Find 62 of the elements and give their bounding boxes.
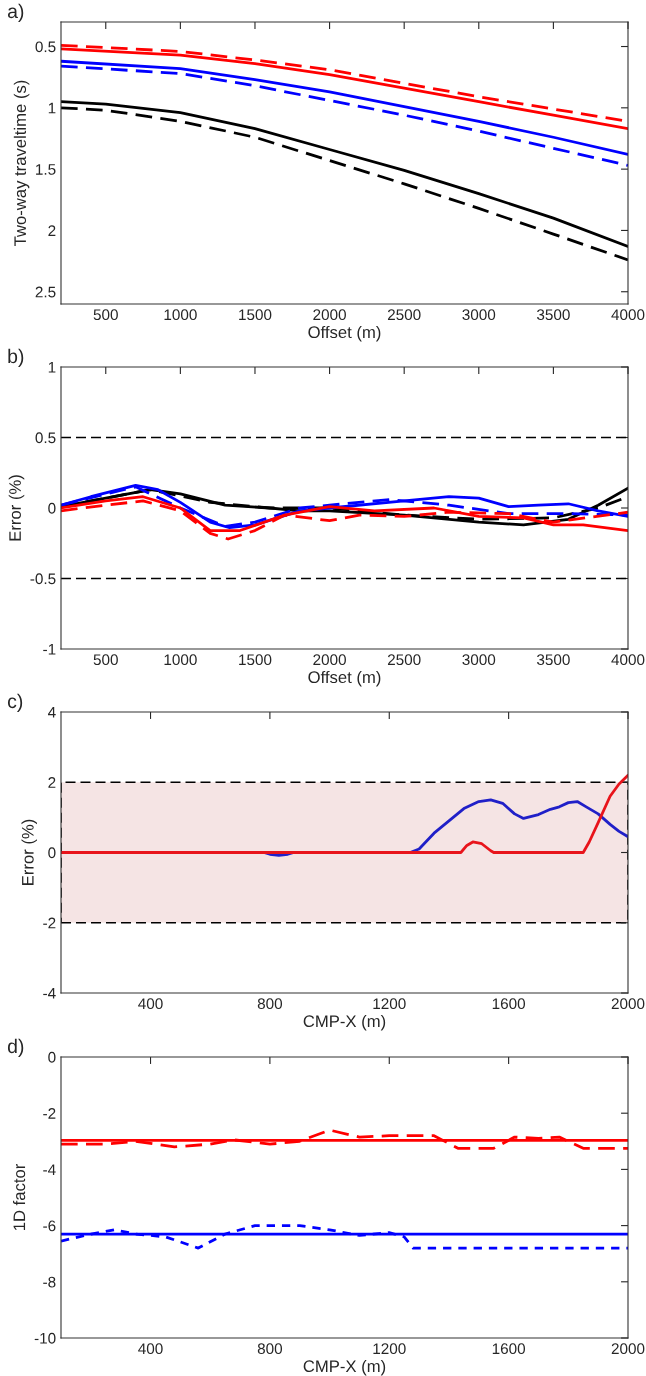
chart-title: a) — [7, 3, 24, 22]
y-tick-label: -0.5 — [30, 573, 56, 585]
y-tick-label: 2 — [48, 225, 56, 236]
y-tick-label: 0 — [48, 1051, 56, 1063]
x-tick-label: 1000 — [164, 309, 197, 321]
line-series — [61, 1224, 628, 1250]
y-tick-label: 1 — [48, 362, 56, 373]
x-tick-label: 2000 — [313, 654, 346, 666]
x-tick-label: 800 — [257, 998, 283, 1010]
y-axis-title: Error (%) — [21, 819, 37, 885]
x-tick-label: 4000 — [611, 654, 645, 666]
x-tick-label: 1200 — [373, 1343, 406, 1355]
y-tick-label: 2.5 — [35, 286, 56, 298]
y-tick-label: 1 — [48, 102, 56, 114]
x-tick-label: 2000 — [611, 1343, 645, 1355]
x-tick-label: 3500 — [536, 309, 570, 321]
line-series — [61, 773, 628, 854]
y-axis-title: Error (%) — [8, 475, 25, 541]
x-tick-label: 4000 — [611, 309, 645, 321]
x-tick-label: 2000 — [611, 998, 645, 1010]
y-tick-label: 1.5 — [36, 164, 56, 175]
x-tick-label: 2500 — [387, 654, 421, 666]
y-tick-label: -1 — [43, 644, 56, 655]
y-tick-label: -4 — [43, 1164, 56, 1175]
x-tick-label: 1500 — [239, 309, 272, 321]
y-tick-label: 0 — [48, 847, 56, 859]
chart-title: d) — [7, 1038, 24, 1057]
x-tick-label: 3000 — [462, 309, 496, 321]
x-tick-label: 1000 — [164, 654, 197, 666]
x-tick-label: 1500 — [239, 654, 272, 666]
x-tick-label: 500 — [93, 654, 118, 666]
x-tick-label: 1600 — [492, 998, 526, 1010]
x-tick-label: 1600 — [492, 1343, 526, 1355]
x-tick-label: 3000 — [462, 654, 496, 666]
y-tick-label: -2 — [43, 917, 56, 929]
y-axis-title: 1D factor — [12, 1163, 26, 1231]
x-tick-label: 2500 — [387, 309, 421, 321]
x-axis-title: CMP-X (m) — [303, 1359, 386, 1376]
chart-title: b) — [8, 348, 24, 367]
x-axis-title: Offset (m) — [308, 325, 381, 342]
x-tick-label: 1200 — [373, 998, 406, 1010]
chart-title: c) — [7, 693, 23, 712]
line-series — [61, 1128, 628, 1150]
y-tick-label: -4 — [43, 988, 56, 999]
y-axis-title: Two-way traveltime (s) — [13, 80, 30, 246]
x-tick-label: 400 — [138, 1343, 163, 1355]
y-tick-label: 4 — [47, 707, 56, 718]
x-tick-label: 3500 — [536, 654, 570, 666]
x-tick-label: 400 — [138, 998, 163, 1010]
x-tick-label: 800 — [257, 1343, 283, 1355]
y-tick-label: 0.5 — [35, 41, 56, 53]
y-tick-label: 2 — [48, 777, 56, 788]
x-tick-label: 2000 — [313, 309, 346, 321]
y-tick-label: -8 — [43, 1276, 56, 1288]
x-axis-title: Offset (m) — [308, 670, 381, 687]
x-tick-label: 500 — [93, 309, 118, 321]
y-tick-label: 0 — [48, 502, 56, 514]
y-tick-label: 0.5 — [35, 432, 56, 444]
y-tick-label: -6 — [43, 1220, 56, 1232]
x-axis-title: CMP-X (m) — [303, 1014, 386, 1031]
y-tick-label: -2 — [43, 1108, 56, 1119]
y-tick-label: -10 — [34, 1332, 56, 1344]
